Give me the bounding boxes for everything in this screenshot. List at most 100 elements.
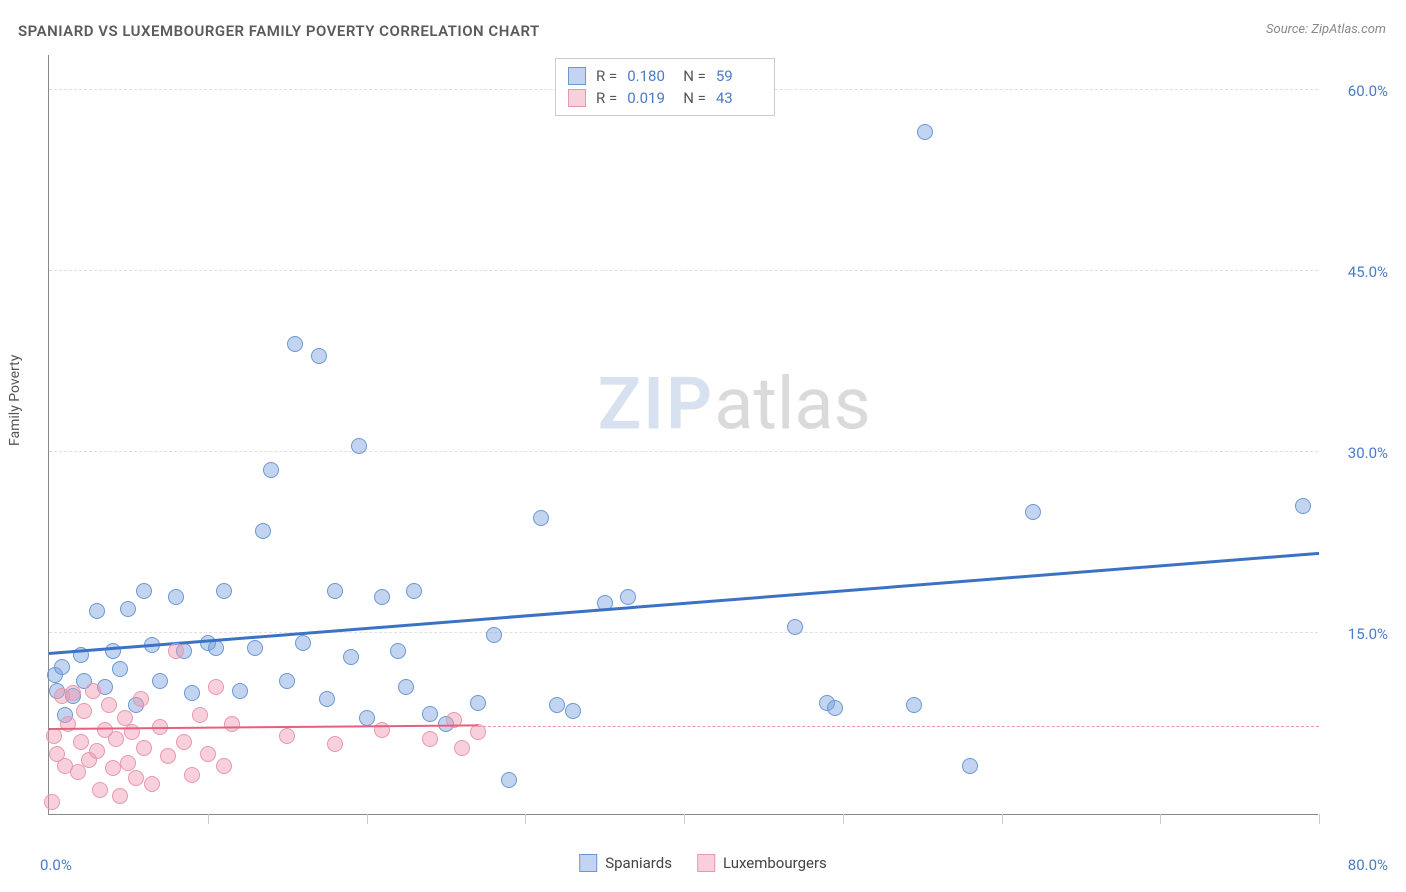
scatter-point — [76, 703, 92, 719]
scatter-point — [105, 760, 121, 776]
scatter-point — [351, 438, 367, 454]
scatter-point — [184, 685, 200, 701]
legend-label: Spaniards — [605, 854, 672, 872]
scatter-point — [533, 510, 549, 526]
scatter-point — [1025, 504, 1041, 520]
y-tick-label: 60.0% — [1348, 82, 1388, 100]
stat-n-value: 59 — [716, 67, 762, 85]
scatter-point — [89, 743, 105, 759]
watermark-part1: ZIP — [598, 362, 714, 447]
scatter-point — [906, 697, 922, 713]
x-tick-mark — [1002, 814, 1003, 824]
scatter-point — [133, 691, 149, 707]
scatter-point — [787, 619, 803, 635]
scatter-point — [192, 707, 208, 723]
scatter-point — [54, 659, 70, 675]
stat-r-value: 0.180 — [627, 67, 673, 85]
scatter-point — [255, 523, 271, 539]
gridline — [49, 632, 1318, 633]
stat-r-value: 0.019 — [627, 89, 673, 107]
scatter-point — [359, 710, 375, 726]
scatter-point — [120, 601, 136, 617]
trendline — [49, 724, 478, 730]
y-axis-label: Family Poverty — [7, 355, 23, 446]
watermark: ZIPatlas — [598, 362, 871, 447]
scatter-point — [917, 124, 933, 140]
x-tick-mark — [525, 814, 526, 824]
gridline — [49, 451, 1318, 452]
scatter-point — [247, 640, 263, 656]
chart-source: Source: ZipAtlas.com — [1266, 22, 1386, 37]
scatter-point — [112, 788, 128, 804]
scatter-point — [311, 348, 327, 364]
scatter-point — [232, 683, 248, 699]
scatter-point — [85, 683, 101, 699]
scatter-point — [279, 728, 295, 744]
scatter-point — [101, 697, 117, 713]
x-tick-mark — [843, 814, 844, 824]
scatter-point — [827, 700, 843, 716]
scatter-point — [470, 695, 486, 711]
scatter-point — [168, 643, 184, 659]
stat-r-label: R = — [596, 89, 617, 107]
x-tick-min: 0.0% — [40, 856, 72, 874]
scatter-point — [374, 589, 390, 605]
scatter-point — [152, 673, 168, 689]
legend-label: Luxembourgers — [723, 854, 827, 872]
watermark-part2: atlas — [714, 362, 871, 447]
stat-n-label: N = — [683, 89, 706, 107]
scatter-point — [224, 716, 240, 732]
chart-title: SPANIARD VS LUXEMBOURGER FAMILY POVERTY … — [18, 22, 540, 40]
plot-area: ZIPatlas — [48, 55, 1318, 815]
stat-n-label: N = — [683, 67, 706, 85]
scatter-point — [208, 679, 224, 695]
scatter-point — [319, 691, 335, 707]
scatter-point — [216, 583, 232, 599]
legend-stats-row: R = 0.019 N = 43 — [568, 87, 762, 109]
trendline-extension — [478, 726, 1319, 727]
scatter-point — [962, 758, 978, 774]
x-tick-mark — [208, 814, 209, 824]
scatter-point — [454, 740, 470, 756]
y-tick-label: 30.0% — [1348, 444, 1388, 462]
scatter-point — [374, 722, 390, 738]
scatter-point — [89, 603, 105, 619]
x-tick-mark — [1319, 814, 1320, 824]
scatter-point — [184, 767, 200, 783]
x-tick-max: 80.0% — [1348, 856, 1388, 874]
scatter-point — [200, 746, 216, 762]
scatter-point — [398, 679, 414, 695]
scatter-point — [327, 583, 343, 599]
scatter-point — [406, 583, 422, 599]
legend-item: Spaniards — [579, 854, 672, 872]
x-tick-mark — [1160, 814, 1161, 824]
scatter-point — [136, 740, 152, 756]
scatter-point — [168, 589, 184, 605]
trendline — [49, 552, 1319, 655]
scatter-point — [295, 635, 311, 651]
scatter-point — [136, 583, 152, 599]
scatter-point — [390, 643, 406, 659]
scatter-point — [327, 736, 343, 752]
legend-stats-box: R = 0.180 N = 59 R = 0.019 N = 43 — [555, 58, 775, 116]
scatter-point — [73, 734, 89, 750]
scatter-point — [422, 731, 438, 747]
scatter-point — [92, 782, 108, 798]
legend-item: Luxembourgers — [697, 854, 827, 872]
scatter-point — [279, 673, 295, 689]
scatter-point — [343, 649, 359, 665]
y-tick-label: 45.0% — [1348, 263, 1388, 281]
scatter-point — [176, 734, 192, 750]
scatter-point — [565, 703, 581, 719]
y-tick-label: 15.0% — [1348, 625, 1388, 643]
legend-swatch — [568, 89, 586, 107]
stat-n-value: 43 — [716, 89, 762, 107]
legend-bottom: Spaniards Luxembourgers — [579, 854, 827, 872]
x-tick-mark — [367, 814, 368, 824]
legend-stats-row: R =0.180N =59 — [568, 65, 762, 87]
scatter-point — [44, 794, 60, 810]
gridline — [49, 270, 1318, 271]
x-tick-mark — [684, 814, 685, 824]
legend-swatch — [568, 67, 586, 85]
scatter-point — [549, 697, 565, 713]
